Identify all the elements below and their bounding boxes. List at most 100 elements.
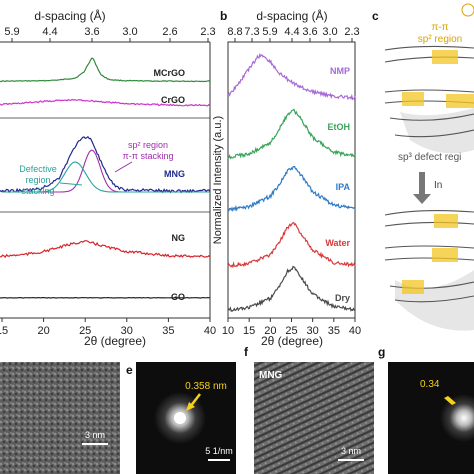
panel-c-label: c [372,9,379,23]
panel-b: b d-spacing (Å) 8.8 7.3 5.9 4.4 3.6 3.0 2.3 10… [212,8,361,348]
panel-b-top-axis-title: d-spacing (Å) [256,8,327,23]
fft-glow-g [440,394,474,442]
panel-a-curves [0,57,211,299]
series-label-go: GO [171,292,185,302]
defect-region-shade-bottom [395,270,474,331]
panel-a-top-ticks: 5.9 4.4 3.6 3.0 2.6 2.3 [4,26,216,42]
tick-label: 40 [349,325,361,337]
tick-label: 15 [243,325,255,337]
scalebar-d-label: 3 nm [85,430,105,440]
micrograph-g: g 0.34 [378,345,474,474]
tick-label: 8.8 [227,26,242,38]
panel-b-xlabel: 2θ (degree) [261,334,323,348]
arrow-g [444,396,456,405]
annotation-sp2-region: sp² region [128,140,168,150]
series-line-ng [0,240,211,259]
tick-label: 10 [222,325,234,337]
panel-a: d-spacing (Å) 5.9 4.4 3.6 3.0 2.6 2.3 15 20 25 3… [0,8,216,348]
fit-curve-defect [2,161,210,193]
pi-pi-label: π-π [431,22,448,33]
fft-center-e [174,412,186,424]
panel-b-bottom-ticks: 10 15 20 25 30 35 40 [222,318,361,337]
annotation-region: region [25,175,50,185]
tick-label: 3.0 [122,26,137,38]
panel-a-top-axis-title: d-spacing (Å) [34,8,105,23]
tick-label: 3.0 [322,26,337,38]
annotation-defect-pointer [59,182,83,186]
panel-g-label: g [378,345,385,359]
sp2-region-label: sp² region [418,34,462,45]
panel-a-xlabel: 2θ (degree) [84,334,146,348]
d-spacing-e: 0.358 nm [185,381,227,392]
series-line-etoh [227,108,356,160]
tick-label: 35 [162,325,174,337]
sp3-defect-label: sp³ defect regi [398,152,461,163]
panel-b-ylabel: Normalized Intensity (a.u.) [212,116,224,244]
hexagon-icon [461,3,474,17]
sp2-highlight-5 [432,248,458,262]
panel-b-frame [227,41,356,319]
tick-label: 20 [264,325,276,337]
series-line-water [227,222,356,269]
series-label-ipa: IPA [336,182,351,192]
process-arrow-label: In [434,180,442,191]
annotation-stacking: stacking [21,186,54,196]
tick-label: 25 [79,325,91,337]
process-arrow-head [413,194,431,204]
series-label-nmp: NMP [330,66,350,76]
sp2-highlight-2 [402,92,424,106]
sp2-highlight-1 [432,50,458,64]
defect-region-shade-top [400,108,474,154]
tem-image-d [0,362,120,474]
tick-label: 2.3 [344,26,359,38]
micrograph-e: e 0.358 nm 5 1/nm [126,362,236,474]
tick-label: 30 [307,325,319,337]
tick-label: 4.4 [42,26,57,38]
panel-b-curves [227,52,356,313]
series-line-nmp [227,52,356,101]
sp2-highlight-3 [446,94,474,108]
tick-label: 2.6 [162,26,177,38]
micrograph-f: f MNG 3 nm [244,345,374,474]
series-label-ng: NG [172,233,186,243]
tick-label: 5.9 [262,26,277,38]
process-arrow-shaft [419,172,425,194]
series-label-dry: Dry [335,293,350,303]
tem-image-f [254,362,374,474]
annotation-sp2-pointer [114,161,133,173]
graphene-sheets-bottom [384,210,474,303]
tick-label: 3.6 [302,26,317,38]
scalebar-f-label: 3 nm [341,446,361,456]
tick-label: 15 [0,325,8,337]
tick-label: 5.9 [4,26,19,38]
series-label-etoh: EtOH [328,122,351,132]
tick-label: 35 [328,325,340,337]
tick-label: 25 [285,325,297,337]
tick-label: 30 [121,325,133,337]
tick-label: 4.4 [284,26,299,38]
panel-b-top-ticks: 8.8 7.3 5.9 4.4 3.6 3.0 2.3 [227,26,360,42]
micrograph-d: 3 nm [0,362,120,474]
sp2-highlight-6 [402,280,424,294]
tick-label: 3.6 [84,26,99,38]
panel-f-label: f [244,345,249,359]
series-label-mng: MNG [164,169,185,179]
annotation-pi-stacking: π-π stacking [123,151,174,161]
series-line-mcrgo [0,57,211,83]
tem-f-title: MNG [259,370,283,381]
arrow-e-head [186,402,195,411]
panel-b-label: b [220,9,227,23]
tick-label: 40 [204,325,216,337]
tick-label: 20 [37,325,49,337]
annotation-defective: Defective [19,164,57,174]
scalebar-e-label: 5 1/nm [205,446,233,456]
panel-e-label: e [126,363,133,377]
d-spacing-g: 0.34 [420,379,440,390]
series-label-mcrgo: MCrGO [154,68,186,78]
tick-label: 2.3 [200,26,215,38]
series-line-dry [227,265,356,313]
tick-label: 7.3 [244,26,259,38]
series-line-crgo [0,98,211,107]
series-label-water: Water [325,238,350,248]
sp2-highlight-4 [434,214,458,228]
